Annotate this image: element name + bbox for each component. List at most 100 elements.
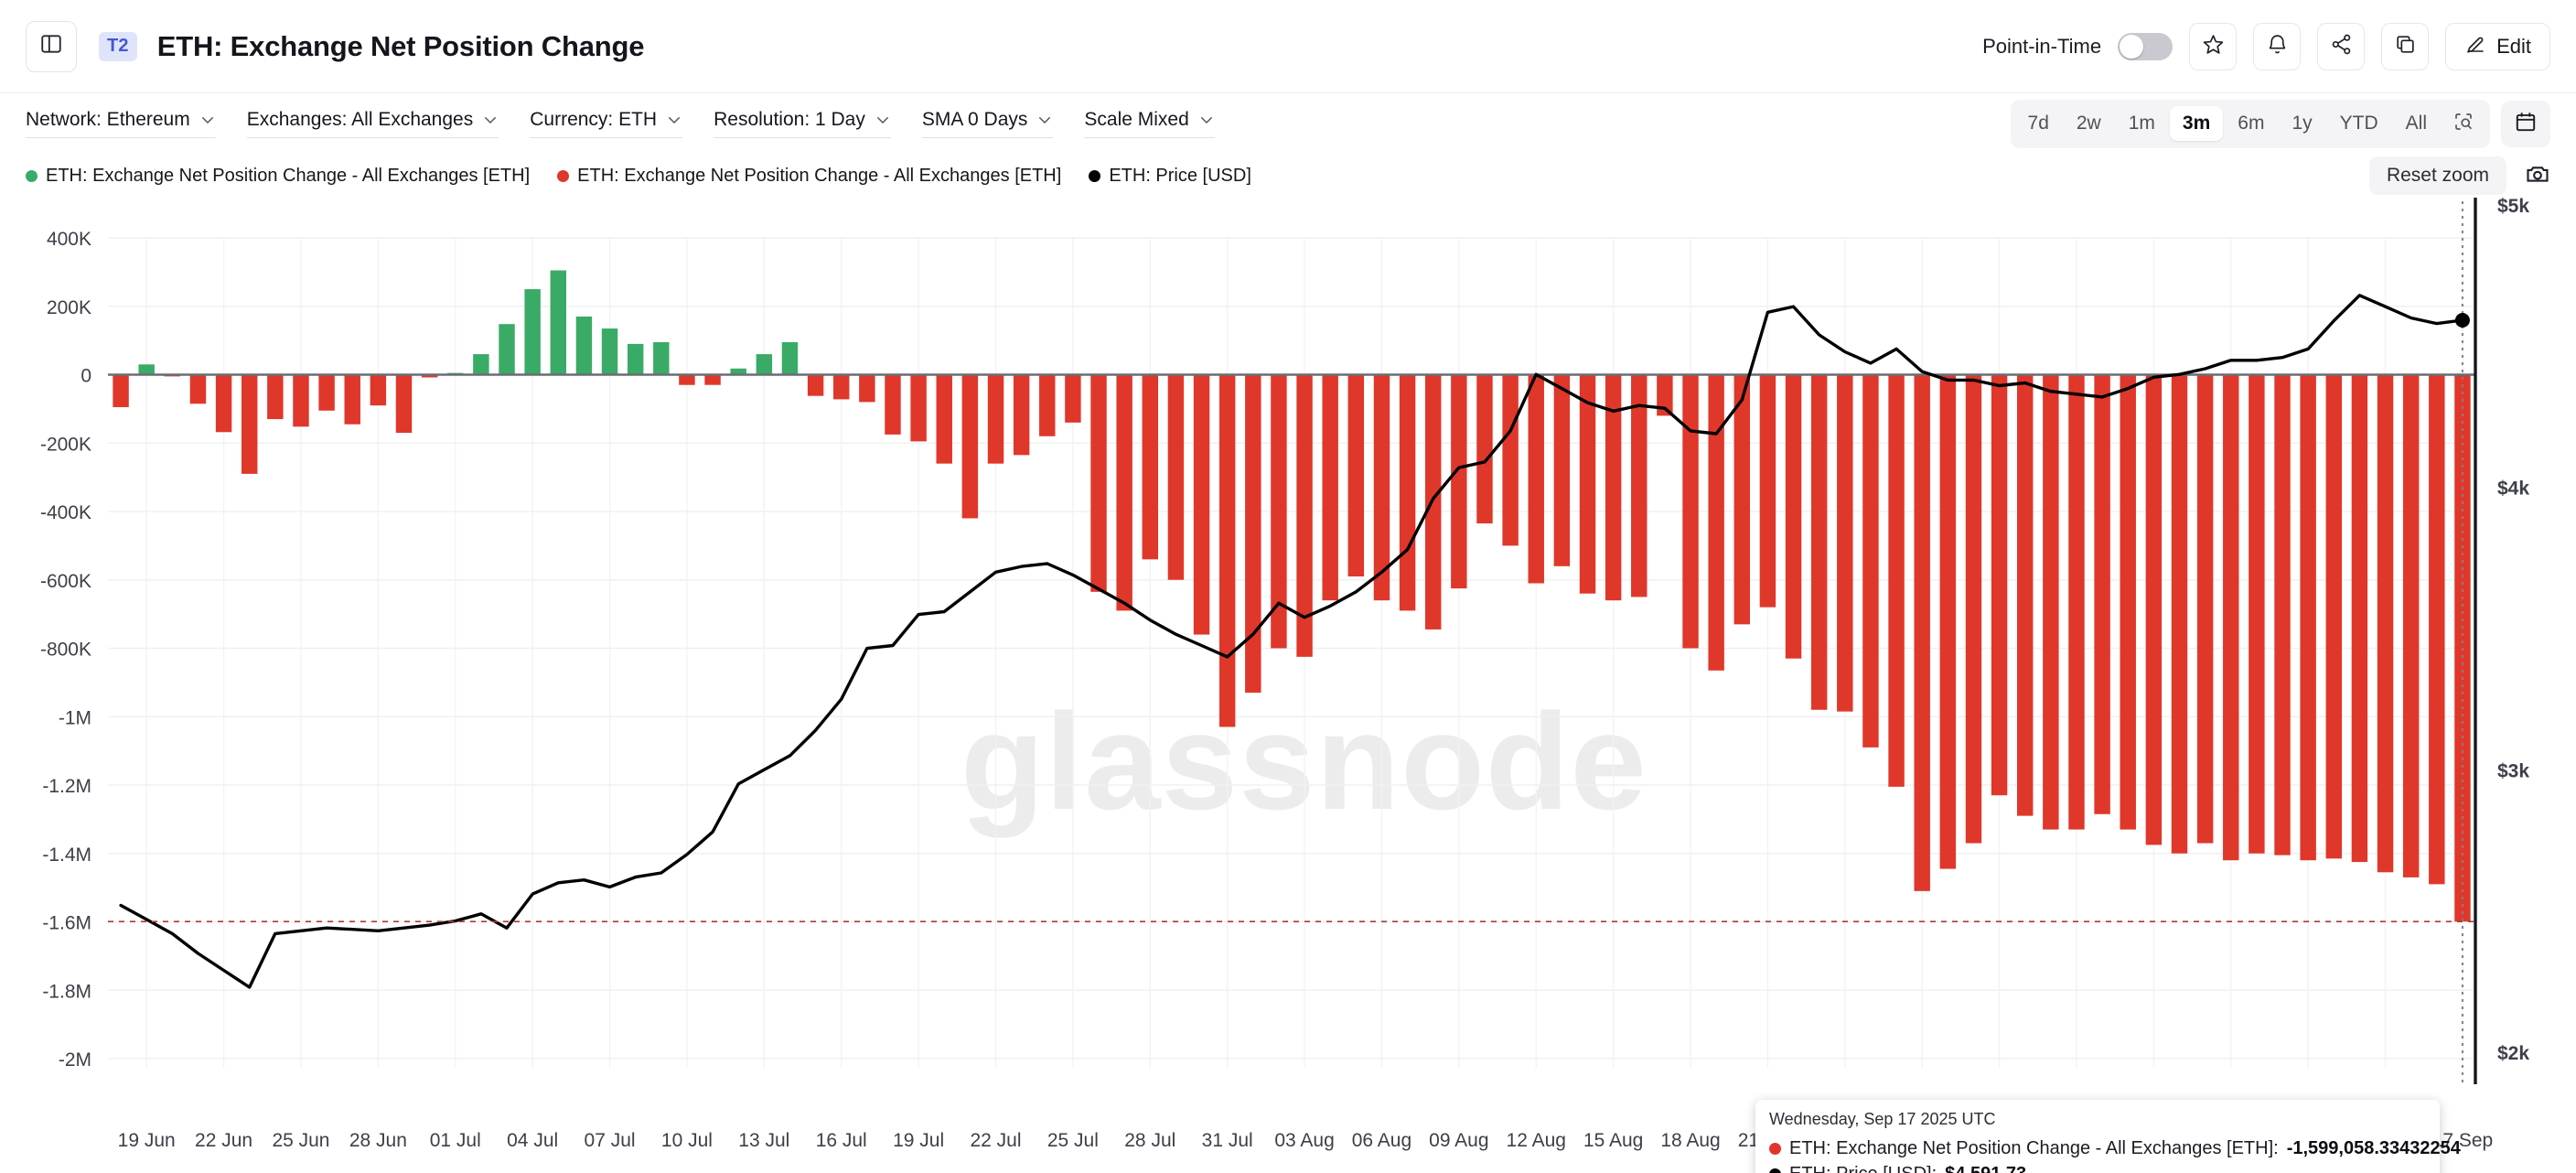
tooltip-label: ETH: Exchange Net Position Change - All … bbox=[1789, 1138, 2279, 1158]
filter-exchanges[interactable]: Exchanges: All Exchanges bbox=[246, 109, 499, 138]
screenshot-button[interactable] bbox=[2525, 161, 2550, 191]
filter-scale-label: Scale Mixed bbox=[1084, 109, 1189, 130]
svg-text:18 Aug: 18 Aug bbox=[1660, 1130, 1720, 1151]
edit-button[interactable]: Edit bbox=[2445, 22, 2550, 70]
point-in-time-label: Point-in-Time bbox=[1982, 34, 2102, 58]
point-in-time-toggle[interactable] bbox=[2118, 32, 2174, 60]
chevron-down-icon bbox=[666, 112, 682, 128]
svg-text:-2M: -2M bbox=[59, 1049, 91, 1071]
svg-text:03 Aug: 03 Aug bbox=[1274, 1130, 1334, 1151]
svg-text:15 Aug: 15 Aug bbox=[1583, 1130, 1643, 1151]
time-range-selector: 7d 2w 1m 3m 6m 1y YTD All bbox=[2010, 99, 2490, 148]
svg-text:$5k: $5k bbox=[2497, 198, 2529, 217]
chart-tools: Reset zoom bbox=[2368, 156, 2550, 195]
svg-text:-1.8M: -1.8M bbox=[42, 981, 91, 1002]
legend-label: ETH: Exchange Net Position Change - All … bbox=[46, 165, 531, 186]
filter-network[interactable]: Network: Ethereum bbox=[26, 109, 216, 138]
filter-currency-label: Currency: ETH bbox=[530, 109, 658, 130]
svg-text:$4k: $4k bbox=[2497, 479, 2529, 500]
svg-text:$3k: $3k bbox=[2497, 760, 2529, 781]
svg-text:09 Aug: 09 Aug bbox=[1429, 1130, 1488, 1151]
alerts-button[interactable] bbox=[2253, 22, 2302, 70]
filter-exchanges-label: Exchanges: All Exchanges bbox=[246, 109, 474, 130]
svg-text:-1M: -1M bbox=[59, 707, 91, 728]
chevron-down-icon bbox=[875, 112, 891, 128]
range-2w[interactable]: 2w bbox=[2076, 113, 2101, 134]
svg-text:16 Jul: 16 Jul bbox=[816, 1130, 867, 1151]
range-1y[interactable]: 1y bbox=[2292, 113, 2313, 134]
svg-text:13 Jul: 13 Jul bbox=[738, 1130, 789, 1151]
date-picker-button[interactable] bbox=[2501, 100, 2550, 147]
filter-bar: Network: Ethereum Exchanges: All Exchang… bbox=[0, 93, 2576, 154]
tooltip-color-swatch bbox=[1769, 1142, 1781, 1155]
legend-color-swatch bbox=[26, 169, 38, 182]
legend-item-eth-price[interactable]: ETH: Price [USD] bbox=[1089, 166, 1251, 187]
chart-plot[interactable]: 19 Jun 22 Jun 25 Jun 28 Jun 01 Jul 04 Jul 07 J… bbox=[0, 198, 2576, 1173]
chevron-down-icon bbox=[1198, 112, 1215, 128]
svg-text:200K: 200K bbox=[47, 297, 91, 318]
chevron-down-icon bbox=[199, 112, 216, 128]
svg-text:22 Jun: 22 Jun bbox=[195, 1130, 252, 1151]
chart-container[interactable]: glassnode 19 Jun 22 Jun 25 Jun 28 Jun 01 Jul… bbox=[0, 198, 2576, 1173]
zoom-select-icon bbox=[2453, 111, 2474, 137]
svg-text:-1.2M: -1.2M bbox=[42, 776, 91, 797]
range-7d[interactable]: 7d bbox=[2027, 113, 2049, 134]
edit-button-label: Edit bbox=[2496, 34, 2531, 58]
page-title: ETH: Exchange Net Position Change bbox=[156, 29, 645, 62]
svg-text:19 Jun: 19 Jun bbox=[118, 1130, 176, 1151]
legend-item-net-position-positive[interactable]: ETH: Exchange Net Position Change - All … bbox=[26, 166, 530, 187]
svg-text:-600K: -600K bbox=[40, 571, 91, 592]
svg-text:01 Jul: 01 Jul bbox=[430, 1130, 481, 1151]
svg-text:31 Jul: 31 Jul bbox=[1202, 1130, 1253, 1151]
zoom-select-button[interactable] bbox=[2442, 104, 2485, 144]
filter-resolution[interactable]: Resolution: 1 Day bbox=[714, 109, 891, 138]
svg-text:07 Jul: 07 Jul bbox=[585, 1130, 636, 1151]
tooltip-value: $4,591.73 bbox=[1945, 1161, 2026, 1173]
svg-text:12 Aug: 12 Aug bbox=[1507, 1130, 1566, 1151]
range-1m[interactable]: 1m bbox=[2128, 113, 2155, 134]
svg-text:$2k: $2k bbox=[2497, 1043, 2529, 1064]
sidebar-toggle-button[interactable] bbox=[26, 20, 77, 72]
range-6m[interactable]: 6m bbox=[2238, 113, 2265, 134]
filter-sma[interactable]: SMA 0 Days bbox=[921, 109, 1054, 138]
star-icon bbox=[2202, 33, 2225, 60]
range-3m[interactable]: 3m bbox=[2169, 106, 2224, 141]
duplicate-button[interactable] bbox=[2381, 22, 2430, 70]
range-all[interactable]: All bbox=[2405, 113, 2427, 134]
filter-dropdowns: Network: Ethereum Exchanges: All Exchang… bbox=[26, 109, 1215, 138]
pencil-icon bbox=[2464, 33, 2486, 60]
chevron-down-icon bbox=[482, 112, 499, 128]
reset-zoom-button[interactable]: Reset zoom bbox=[2368, 156, 2506, 195]
svg-text:19 Jul: 19 Jul bbox=[893, 1130, 944, 1151]
chart-tooltip: Wednesday, Sep 17 2025 UTC ETH: Exchange… bbox=[1755, 1100, 2461, 1173]
svg-text:0: 0 bbox=[80, 366, 91, 387]
camera-icon bbox=[2525, 161, 2550, 191]
filter-scale[interactable]: Scale Mixed bbox=[1084, 109, 1215, 138]
filter-currency[interactable]: Currency: ETH bbox=[530, 109, 683, 138]
legend-color-swatch bbox=[557, 169, 570, 182]
tooltip-row-net-position: ETH: Exchange Net Position Change - All … bbox=[1769, 1135, 2461, 1161]
time-range-controls: 7d 2w 1m 3m 6m 1y YTD All bbox=[2010, 99, 2550, 148]
svg-text:-1.4M: -1.4M bbox=[42, 845, 91, 866]
svg-text:-800K: -800K bbox=[40, 640, 91, 661]
svg-text:04 Jul: 04 Jul bbox=[507, 1130, 558, 1151]
filter-resolution-label: Resolution: 1 Day bbox=[714, 109, 865, 130]
legend-color-swatch bbox=[1089, 169, 1101, 182]
tooltip-date: Wednesday, Sep 17 2025 UTC bbox=[1769, 1110, 1996, 1128]
svg-text:-200K: -200K bbox=[40, 434, 91, 455]
chart-legend: ETH: Exchange Net Position Change - All … bbox=[26, 166, 1251, 187]
svg-text:-400K: -400K bbox=[40, 502, 91, 523]
svg-text:28 Jul: 28 Jul bbox=[1124, 1130, 1175, 1151]
legend-label: ETH: Price [USD] bbox=[1109, 165, 1251, 186]
range-ytd[interactable]: YTD bbox=[2339, 113, 2378, 134]
tooltip-color-swatch bbox=[1769, 1168, 1781, 1173]
svg-text:25 Jun: 25 Jun bbox=[272, 1130, 329, 1151]
favorite-button[interactable] bbox=[2189, 22, 2238, 70]
legend-item-net-position-negative[interactable]: ETH: Exchange Net Position Change - All … bbox=[557, 166, 1061, 187]
bell-icon bbox=[2266, 33, 2289, 60]
svg-text:25 Jul: 25 Jul bbox=[1047, 1130, 1099, 1151]
filter-sma-label: SMA 0 Days bbox=[921, 109, 1028, 130]
share-button[interactable] bbox=[2317, 22, 2366, 70]
tooltip-label: ETH: Price [USD]: bbox=[1789, 1161, 1937, 1173]
copy-icon bbox=[2394, 33, 2417, 60]
